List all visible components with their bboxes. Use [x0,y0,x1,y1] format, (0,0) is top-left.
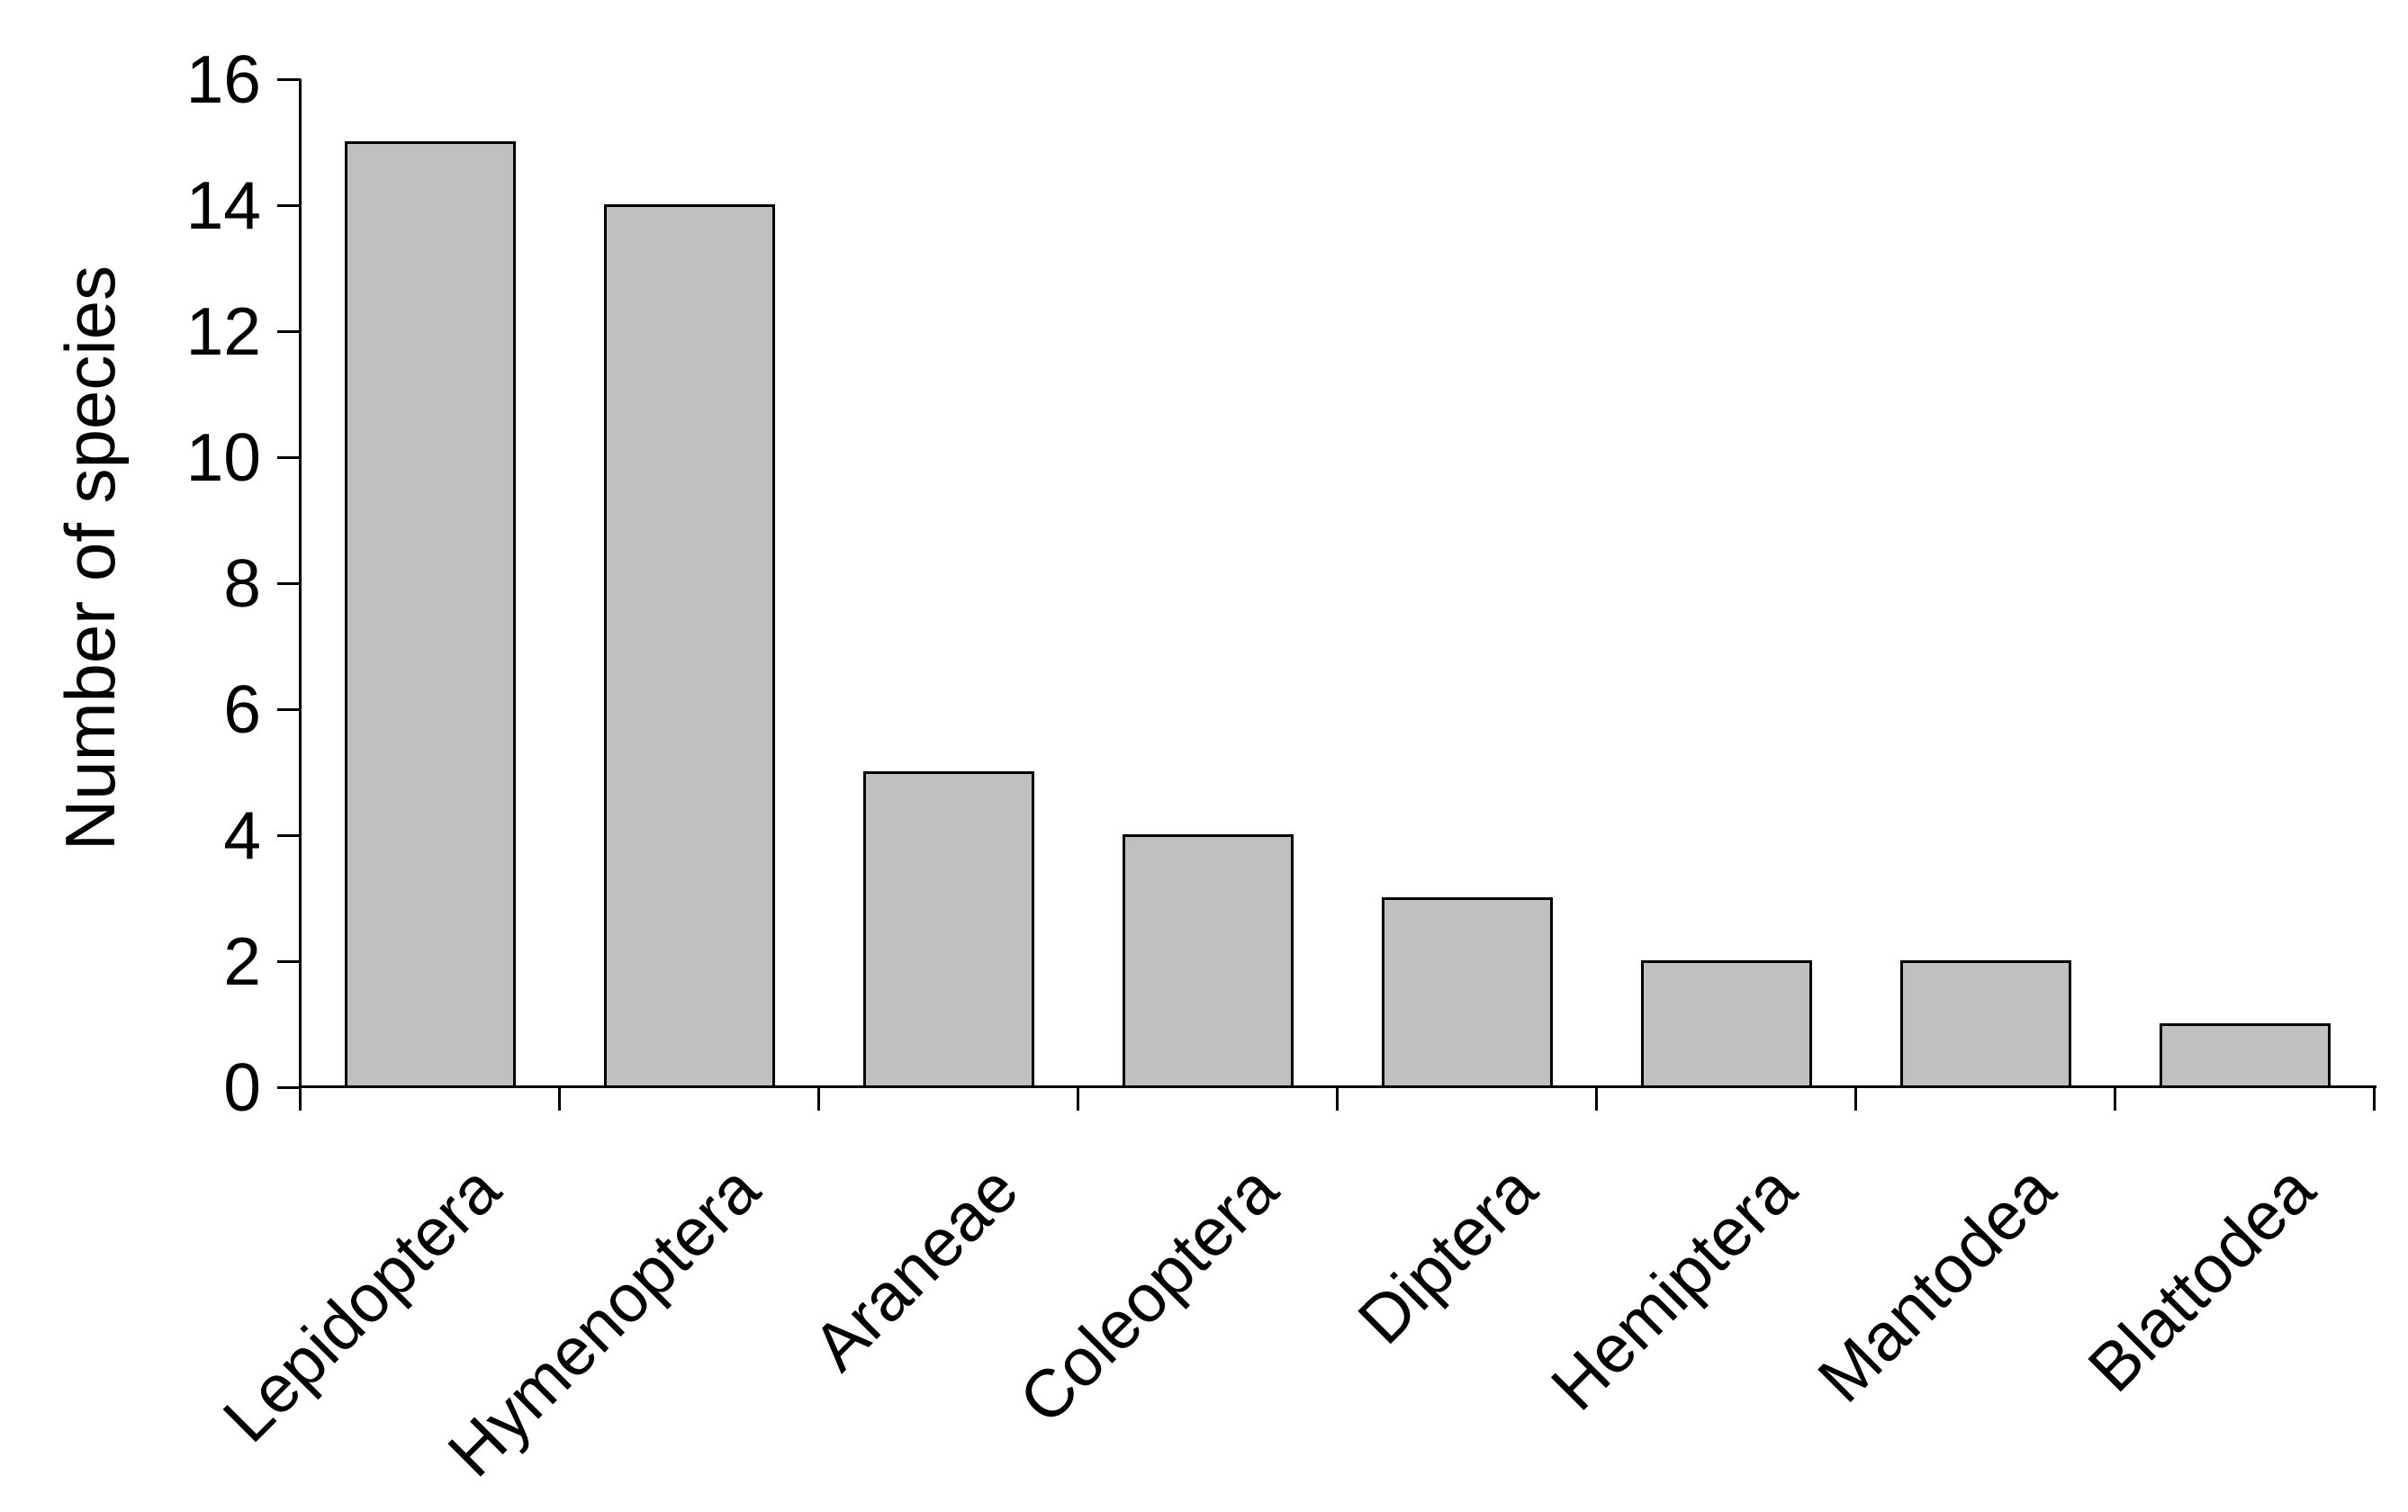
y-tick-label: 10 [185,419,261,495]
bar [1641,960,1812,1088]
y-tick-label: 6 [223,671,261,747]
bar [1900,960,2071,1088]
y-tick-label: 0 [223,1049,261,1125]
y-tick [277,582,301,585]
y-tick [277,834,301,837]
x-tick [2373,1087,2376,1111]
y-tick-label: 16 [185,41,261,117]
bar [604,204,775,1088]
bar [2160,1023,2331,1088]
bar [345,141,516,1088]
y-tick [277,960,301,963]
x-tick [1854,1087,1857,1111]
x-category-label: Coleoptera [1005,1150,1292,1438]
x-tick [1336,1087,1339,1111]
x-tick [2114,1087,2116,1111]
y-tick-label: 4 [223,797,261,873]
y-tick [277,78,301,81]
x-category-label: Blattodea [2073,1150,2329,1407]
x-axis-line [299,1085,2376,1088]
x-tick [299,1087,302,1111]
x-category-label: Hemiptera [1536,1150,1810,1425]
y-axis-line [299,79,302,1111]
bar [863,771,1034,1088]
y-tick [277,1086,301,1089]
x-category-label: Diptera [1343,1150,1551,1358]
x-category-label: Mantodea [1803,1150,2070,1417]
x-tick [1595,1087,1598,1111]
y-tick-label: 2 [223,923,261,999]
y-tick-label: 8 [223,545,261,621]
x-tick [1077,1087,1079,1111]
bar [1123,834,1294,1088]
y-tick-label: 14 [185,167,261,243]
y-tick [277,204,301,207]
bar [1382,897,1553,1088]
x-tick [817,1087,820,1111]
y-tick [277,456,301,459]
x-tick [558,1087,561,1111]
y-tick-label: 12 [185,293,261,369]
y-tick [277,330,301,333]
y-tick [277,708,301,711]
x-category-label: Araneae [798,1150,1033,1385]
